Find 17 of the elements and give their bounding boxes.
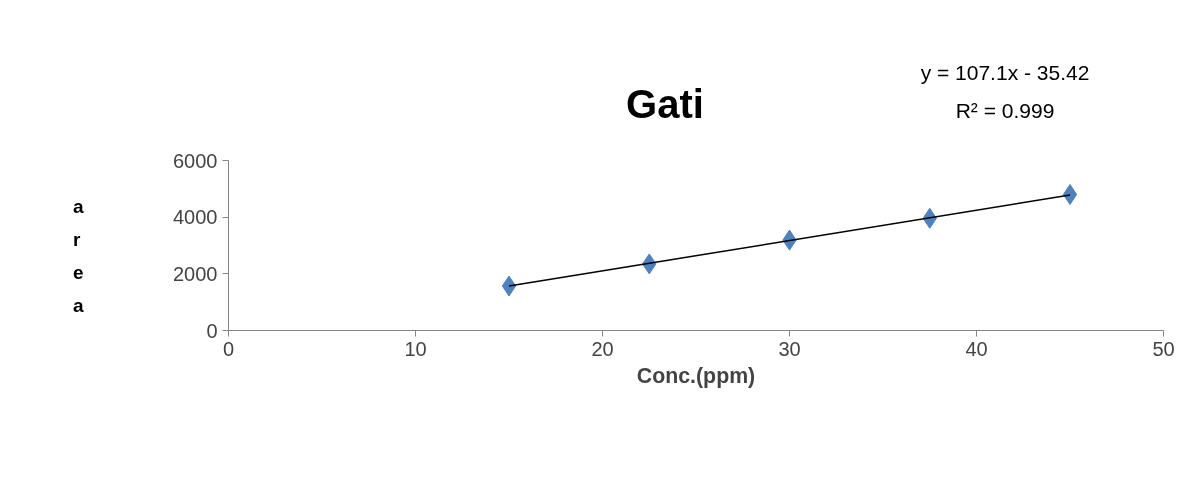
x-axis-title: Conc.(ppm) (636, 363, 756, 388)
chart-title: Gati (626, 81, 704, 129)
x-tick-label: 40 (965, 337, 988, 360)
x-tick-label: 0 (222, 337, 235, 360)
y-tick-label: 2000 (173, 262, 218, 285)
x-tick-label: 20 (591, 337, 614, 360)
y-tick-label: 6000 (173, 149, 218, 172)
y-tick-label: 4000 (173, 206, 218, 229)
point (501, 275, 517, 297)
x-tick-label: 10 (404, 337, 427, 360)
x-tick-label: 30 (778, 337, 801, 360)
x-tick-label: 50 (1152, 337, 1175, 360)
text: R² = 0.999 (955, 98, 1055, 124)
text: y = 107.1x - 35.42 (920, 60, 1090, 86)
y-tick-label: 0 (206, 319, 218, 342)
y-axis-title: area (72, 195, 84, 318)
point (1062, 184, 1078, 205)
